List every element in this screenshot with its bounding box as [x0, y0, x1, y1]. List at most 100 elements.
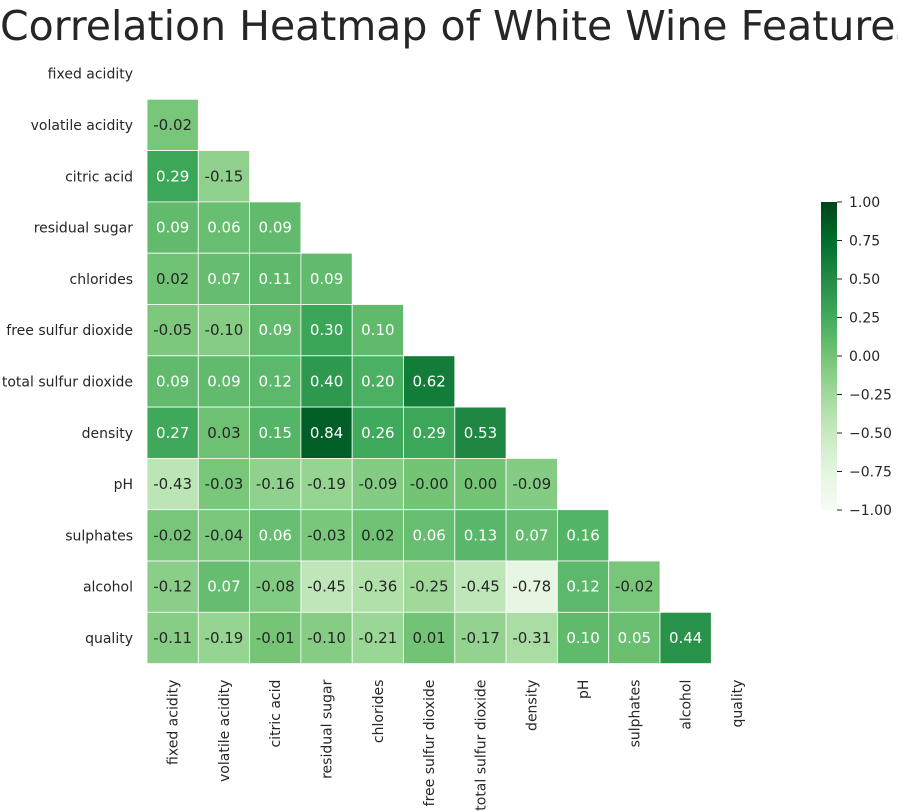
cell-value-label: -0.16: [256, 475, 295, 493]
chart-title: Correlation Heatmap of White Wine Featur…: [0, 2, 898, 50]
heatmap-cell: [454, 457, 507, 511]
heatmap-cell: [197, 509, 251, 562]
x-tick-label: total sulfur dioxide: [473, 680, 489, 811]
cell-value-label: 0.53: [464, 424, 497, 442]
x-tick-label: pH: [576, 680, 592, 699]
y-tick-label: residual sugar: [34, 221, 134, 237]
heatmap-cell: [300, 611, 353, 664]
heatmap-cell: [454, 509, 507, 562]
cell-value-label: 0.06: [207, 219, 240, 237]
y-tick-label: density: [82, 426, 133, 442]
heatmap-cell: [403, 611, 456, 664]
heatmap-cell: [146, 611, 199, 664]
cell-value-label: 0.09: [156, 372, 189, 390]
cell-value-label: 0.12: [259, 372, 292, 390]
cell-value-label: 0.84: [310, 424, 343, 442]
heatmap-cell: [403, 560, 456, 613]
cell-value-label: 0.12: [566, 578, 599, 596]
heatmap-cell: [197, 457, 251, 511]
cell-value-label: 0.09: [156, 219, 189, 237]
y-tick-label: pH: [114, 477, 133, 493]
x-tick-label: sulphates: [627, 680, 643, 748]
cell-value-label: -0.43: [153, 475, 192, 493]
colorbar-tick-label: 1.00: [849, 195, 880, 211]
heatmap-cell: [146, 406, 199, 459]
heatmap-cell: [249, 355, 302, 408]
cell-value-label: -0.17: [461, 629, 500, 647]
cell-value-label: -0.02: [153, 116, 192, 134]
colorbar-tick-label: −1.00: [849, 503, 892, 519]
cell-value-label: 0.29: [156, 167, 189, 185]
cell-value-label: -0.05: [153, 321, 192, 339]
cell-value-label: 0.29: [412, 424, 445, 442]
heatmap-cell: [249, 406, 302, 459]
cell-value-label: -0.45: [307, 578, 346, 596]
heatmap-cell: [300, 355, 353, 408]
cell-value-label: -0.31: [512, 629, 551, 647]
cell-value-label: 0.16: [566, 526, 599, 544]
heatmap-cell: [197, 560, 251, 613]
heatmap-cell: [659, 611, 712, 664]
cell-value-label: 0.30: [310, 321, 343, 339]
cell-value-label: -0.00: [410, 475, 449, 493]
colorbar-tick-label: −0.50: [849, 426, 892, 442]
colorbar-tick-label: 0.50: [849, 272, 880, 288]
colorbar-tick-label: 0.25: [849, 311, 880, 327]
cell-value-label: 0.11: [259, 270, 292, 288]
cell-value-label: -0.08: [256, 578, 295, 596]
heatmap-cell: [608, 560, 661, 613]
x-tick-label: density: [525, 680, 541, 731]
heatmap-cell: [454, 406, 507, 459]
cell-value-label: -0.19: [205, 629, 244, 647]
x-tick-label: chlorides: [371, 680, 387, 743]
cell-value-label: 0.05: [618, 629, 651, 647]
cell-value-label: -0.12: [153, 578, 192, 596]
cell-value-label: -0.19: [307, 475, 346, 493]
heatmap-cell: [351, 406, 404, 459]
cell-value-label: 0.06: [412, 526, 445, 544]
heatmap-cell: [249, 252, 302, 305]
heatmap-cell: [146, 150, 199, 203]
cell-value-label: -0.36: [358, 578, 397, 596]
cell-value-label: -0.78: [512, 578, 551, 596]
heatmap-cell: [300, 252, 353, 305]
cell-value-label: 0.06: [259, 526, 292, 544]
y-tick-label: sulphates: [65, 528, 133, 544]
heatmap-cell: [557, 560, 610, 613]
cell-value-label: -0.09: [358, 475, 397, 493]
y-tick-label: fixed acidity: [48, 67, 133, 83]
heatmap-cell: [300, 406, 353, 459]
cell-value-label: -0.15: [205, 167, 244, 185]
colorbar-tick-label: −0.75: [849, 465, 892, 481]
cell-value-label: 0.20: [361, 372, 394, 390]
heatmap-cell: [557, 509, 610, 562]
cell-value-label: -0.45: [461, 578, 500, 596]
heatmap-cell: [454, 560, 507, 613]
cell-value-label: 0.07: [515, 526, 548, 544]
heatmap-cell: [351, 560, 404, 613]
y-tick-label: free sulfur dioxide: [6, 323, 133, 339]
heatmap-cell: [454, 611, 507, 664]
x-tick-label: citric acid: [268, 680, 284, 748]
heatmap-cell: [197, 304, 251, 357]
colorbar-tick-label: 0.75: [849, 234, 880, 250]
cell-value-label: 0.15: [259, 424, 292, 442]
x-tick-label: fixed acidity: [166, 680, 182, 765]
y-tick-label: quality: [85, 631, 133, 647]
cell-value-label: 0.02: [156, 270, 189, 288]
heatmap-cell: [505, 611, 558, 664]
colorbar-tick-label: 0.00: [849, 349, 880, 365]
cell-value-label: 0.62: [412, 372, 445, 390]
cell-value-label: 0.01: [412, 629, 445, 647]
heatmap-cell: [249, 560, 302, 613]
y-tick-label: alcohol: [83, 580, 133, 596]
cell-value-label: -0.10: [307, 629, 346, 647]
heatmap-cell: [197, 355, 251, 408]
cell-value-label: -0.02: [153, 526, 192, 544]
cell-value-label: 0.10: [566, 629, 599, 647]
x-tick-label: alcohol: [679, 680, 695, 730]
cell-value-label: 0.40: [310, 372, 343, 390]
heatmap-cell: [197, 406, 251, 459]
cell-value-label: 0.09: [207, 372, 240, 390]
